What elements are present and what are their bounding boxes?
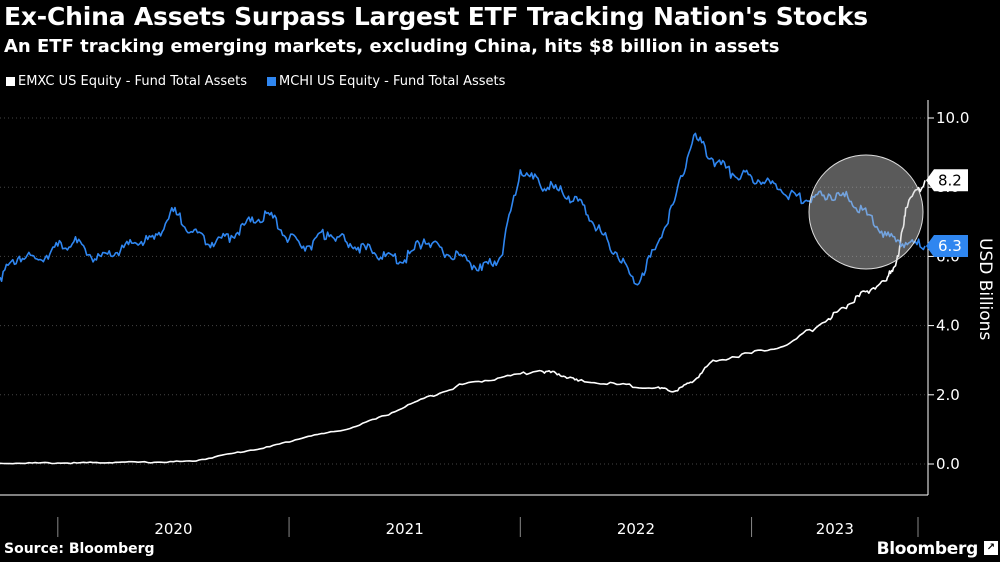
annotations: 8.2 6.3 <box>808 154 968 270</box>
legend-label-mchi: MCHI US Equity - Fund Total Assets <box>279 74 506 89</box>
bloomberg-logo: Bloomberg <box>876 539 979 559</box>
legend: EMXC US Equity - Fund Total Assets MCHI … <box>6 74 505 89</box>
chart-title: Ex-China Assets Surpass Largest ETF Trac… <box>4 2 868 31</box>
end-label-mchi: 6.3 <box>926 235 968 258</box>
x-tick-label: 2023 <box>816 520 854 538</box>
bloomberg-logo-icon: ↗ <box>984 541 998 555</box>
x-tick-label: 2020 <box>154 520 192 538</box>
x-tick-label: 2022 <box>617 520 655 538</box>
end-label-emxc: 8.2 <box>926 169 968 192</box>
end-label-text: 8.2 <box>938 171 962 189</box>
legend-item-emxc: EMXC US Equity - Fund Total Assets <box>6 74 247 89</box>
legend-swatch-emxc <box>6 77 15 86</box>
y-tick-label: 0.0 <box>936 455 960 473</box>
series-line-emxc <box>0 180 926 465</box>
series-lines <box>0 132 926 465</box>
chart-subtitle: An ETF tracking emerging markets, exclud… <box>4 36 780 57</box>
gridlines <box>0 117 925 465</box>
end-label-text: 6.3 <box>938 237 962 255</box>
legend-label-emxc: EMXC US Equity - Fund Total Assets <box>18 74 247 89</box>
source-note: Source: Bloomberg <box>4 541 155 557</box>
y-axis-label: USD Billions <box>975 238 995 340</box>
series-line-mchi <box>0 132 926 286</box>
y-tick-label: 2.0 <box>936 386 960 404</box>
end-label-box <box>926 235 968 258</box>
highlight-circle <box>808 154 924 270</box>
x-tick-label: 2021 <box>386 520 424 538</box>
y-tick-label: 4.0 <box>936 317 960 335</box>
legend-item-mchi: MCHI US Equity - Fund Total Assets <box>267 74 505 89</box>
legend-swatch-mchi <box>267 77 276 86</box>
y-tick-label: 10.0 <box>936 109 969 127</box>
end-label-box <box>926 169 968 192</box>
